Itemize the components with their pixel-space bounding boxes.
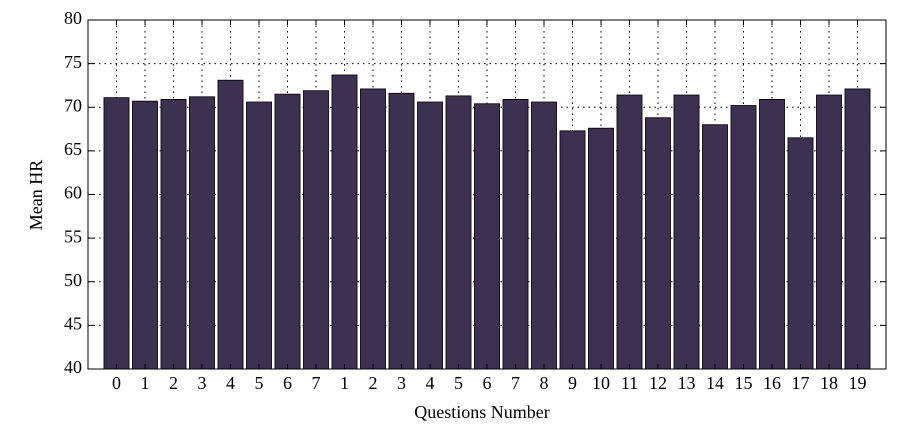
x-tick-label: 2	[169, 373, 178, 393]
bar	[673, 94, 700, 370]
bar	[388, 92, 415, 370]
x-tick-label: 1	[141, 373, 150, 393]
bar	[730, 105, 757, 370]
bar	[331, 74, 358, 370]
y-tick-label: 65	[64, 139, 82, 159]
bar	[417, 101, 443, 370]
bar	[588, 127, 614, 370]
x-tick-label: 19	[849, 373, 867, 393]
x-tick-label: 9	[568, 373, 577, 393]
bar	[189, 96, 215, 370]
x-axis-label: Questions Number	[414, 402, 549, 422]
y-tick-label: 45	[64, 314, 82, 334]
x-tick-label: 11	[621, 373, 638, 393]
x-tick-label: 6	[483, 373, 492, 393]
bar	[160, 98, 187, 370]
bar	[844, 88, 871, 370]
x-tick-label: 10	[592, 373, 610, 393]
x-tick-label: 3	[198, 373, 207, 393]
y-tick-label: 75	[64, 52, 82, 72]
bar	[787, 137, 814, 370]
x-tick-label: 7	[312, 373, 321, 393]
y-axis-label: Mean HR	[26, 160, 46, 231]
bar	[531, 101, 557, 370]
x-tick-label: 5	[255, 373, 264, 393]
bar	[132, 100, 158, 370]
y-tick-label: 70	[64, 95, 82, 115]
y-tick-label: 55	[64, 226, 82, 246]
x-tick-label: 13	[678, 373, 696, 393]
x-tick-label: 4	[226, 373, 235, 393]
bar	[303, 90, 329, 370]
bar	[246, 101, 272, 370]
y-tick-label: 40	[64, 357, 82, 377]
x-tick-label: 4	[426, 373, 435, 393]
x-tick-label: 17	[792, 373, 810, 393]
bar	[217, 79, 244, 370]
y-tick-label: 80	[64, 8, 82, 28]
bar	[502, 98, 529, 370]
plot-frame	[87, 19, 887, 370]
bar	[559, 130, 586, 370]
x-tick-label: 2	[369, 373, 378, 393]
y-tick-label: 50	[64, 270, 82, 290]
x-tick-label: 1	[340, 373, 349, 393]
bar	[702, 124, 728, 370]
bar	[103, 97, 130, 370]
x-tick-label: 12	[649, 373, 667, 393]
x-tick-label: 8	[540, 373, 549, 393]
bar	[816, 94, 842, 370]
x-tick-label: 3	[397, 373, 406, 393]
x-tick-label: 14	[706, 373, 724, 393]
y-tick-label: 60	[64, 183, 82, 203]
bar	[616, 94, 643, 370]
x-tick-label: 5	[454, 373, 463, 393]
x-tick-label: 6	[283, 373, 292, 393]
bar	[474, 103, 500, 370]
bar	[645, 117, 671, 370]
bar	[360, 88, 386, 370]
x-tick-label: 18	[820, 373, 838, 393]
bar	[445, 95, 472, 370]
x-tick-label: 7	[511, 373, 520, 393]
x-tick-label: 16	[763, 373, 781, 393]
bar	[274, 93, 301, 370]
x-tick-label: 15	[735, 373, 753, 393]
x-tick-label: 0	[112, 373, 121, 393]
bar	[759, 98, 785, 370]
